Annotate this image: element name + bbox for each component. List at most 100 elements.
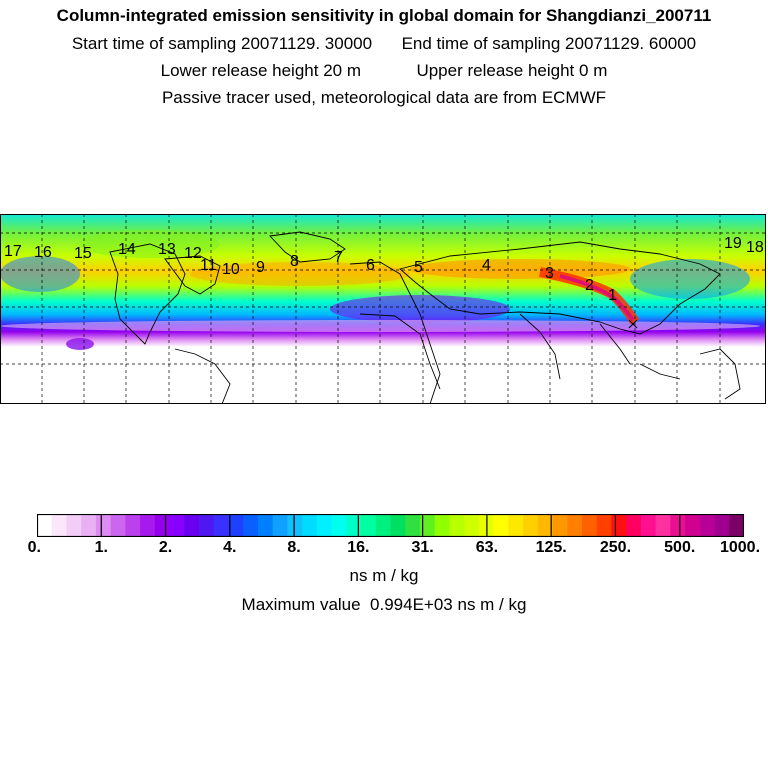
colorbar-cell xyxy=(81,514,97,537)
purple-band-africa xyxy=(330,295,510,323)
colorbar-cell xyxy=(287,514,303,537)
colorbar-cell xyxy=(257,514,274,537)
colorbar-cell xyxy=(581,514,598,537)
colorbar-cell xyxy=(449,514,465,537)
colorbar xyxy=(37,514,744,537)
upper-height-value: 0 m xyxy=(579,61,608,80)
trajectory-labels: 1 2 3 4 5 6 7 8 9 10 11 12 13 14 15 16 1… xyxy=(4,235,764,304)
colorbar-cell xyxy=(331,514,347,537)
colorbar-cell xyxy=(419,514,436,537)
colorbar-cell xyxy=(228,514,244,537)
cbar-label-9: 250. xyxy=(599,539,632,556)
colorbar-cell xyxy=(655,514,671,537)
colorbar-cell xyxy=(346,514,362,537)
colorbar-cell xyxy=(375,514,391,537)
colorbar-cell xyxy=(169,514,185,537)
emission-sensitivity-map: 1 2 3 4 5 6 7 8 9 10 11 12 13 14 15 16 1… xyxy=(0,214,766,404)
graticule xyxy=(0,214,766,404)
traj-label-3: 3 xyxy=(545,265,554,282)
colorbar-cell xyxy=(699,514,715,537)
traj-label-19: 19 xyxy=(724,235,742,252)
traj-label-16: 16 xyxy=(34,244,52,261)
blue-patch-asia xyxy=(630,259,750,299)
release-heights-line: Lower release height 20 m Upper release … xyxy=(0,61,768,81)
cbar-label-4: 8. xyxy=(287,539,301,556)
colorbar-cell xyxy=(714,514,730,537)
colorbar-cell xyxy=(405,514,421,537)
max-label: Maximum value xyxy=(241,595,361,614)
traj-label-4: 4 xyxy=(482,257,491,274)
traj-label-11: 11 xyxy=(200,257,217,274)
lower-height-value: 20 m xyxy=(323,61,361,80)
purple-spot xyxy=(66,338,94,350)
start-time-value: 20071129. 30000 xyxy=(240,34,373,53)
traj-label-18: 18 xyxy=(746,239,764,256)
colorbar-cell xyxy=(361,514,377,537)
upper-height-label: Upper release height xyxy=(416,61,575,80)
traj-label-13: 13 xyxy=(158,241,176,258)
colorbar-cell xyxy=(537,514,553,537)
traj-label-12: 12 xyxy=(184,245,202,262)
traj-label-15: 15 xyxy=(74,245,92,262)
colorbar-cell xyxy=(523,514,539,537)
end-time-label: End time of sampling xyxy=(401,34,561,53)
traj-label-1: 1 xyxy=(608,287,617,304)
colorbar-cell xyxy=(685,514,701,537)
colorbar-labels: 0. 1. 2. 4. 8. 16. 31. 63. 125. 250. 500… xyxy=(0,539,768,559)
coastlines xyxy=(109,231,741,404)
colorbar-cell xyxy=(434,514,450,537)
colorbar-cell xyxy=(567,514,583,537)
cbar-label-2: 2. xyxy=(158,539,173,556)
light-purple-fringe xyxy=(0,320,760,332)
colorbar-cell xyxy=(154,514,170,537)
colorbar-cell xyxy=(670,514,686,537)
colorbar-cell xyxy=(729,514,744,537)
colorbar-ticks xyxy=(100,514,681,537)
colorbar-cell xyxy=(302,514,318,537)
colorbar-cell xyxy=(640,514,657,537)
cbar-label-1: 1. xyxy=(94,539,108,556)
colorbar-cell xyxy=(508,514,524,537)
colorbar-cell xyxy=(213,514,229,537)
colorbar-cell xyxy=(37,514,53,537)
traj-label-14: 14 xyxy=(118,241,136,258)
unit-label: ns m / kg xyxy=(349,566,419,585)
colorbar-cell xyxy=(66,514,82,537)
traj-label-6: 6 xyxy=(366,257,375,274)
map-frame xyxy=(0,214,766,404)
max-value: 0.994E+03 ns m / kg xyxy=(370,595,527,614)
release-site-marker xyxy=(628,319,638,329)
colorbar-frame xyxy=(37,514,744,537)
cbar-label-5: 16. xyxy=(347,539,370,556)
sampling-times-line: Start time of sampling 20071129. 30000 E… xyxy=(0,34,768,54)
colorbar-cell xyxy=(184,514,200,537)
traj-label-17: 17 xyxy=(4,243,22,260)
colorbar-cell xyxy=(596,514,612,537)
colorbar-cell xyxy=(125,514,141,537)
cbar-label-10: 500. xyxy=(664,539,696,556)
cbar-label-8: 125. xyxy=(535,539,567,556)
tracer-note: Passive tracer used, meteorological data… xyxy=(161,88,607,107)
cbar-label-3: 4. xyxy=(223,539,237,556)
cbar-label-0: 0. xyxy=(27,539,42,556)
colorbar-cell xyxy=(243,514,259,537)
colorbar-cell xyxy=(626,514,642,537)
colorbar-cell xyxy=(140,514,156,537)
start-time-label: Start time of sampling xyxy=(71,34,237,53)
colorbar-cell xyxy=(552,514,568,537)
cbar-label-7: 63. xyxy=(475,539,499,556)
colorbar-cell xyxy=(316,514,332,537)
traj-label-7: 7 xyxy=(334,249,343,266)
traj-label-10: 10 xyxy=(222,261,240,278)
cbar-label-6: 31. xyxy=(411,539,434,556)
traj-label-9: 9 xyxy=(256,259,265,276)
cbar-label-11: 1000. xyxy=(719,539,761,556)
colorbar-cell xyxy=(493,514,509,537)
traj-label-8: 8 xyxy=(290,253,299,270)
plume-core xyxy=(559,274,635,322)
traj-label-5: 5 xyxy=(414,259,423,276)
colorbar-cell xyxy=(464,514,480,537)
blue-patch-west xyxy=(0,256,80,292)
colorbar-cell xyxy=(272,514,288,537)
traj-label-2: 2 xyxy=(585,277,594,294)
